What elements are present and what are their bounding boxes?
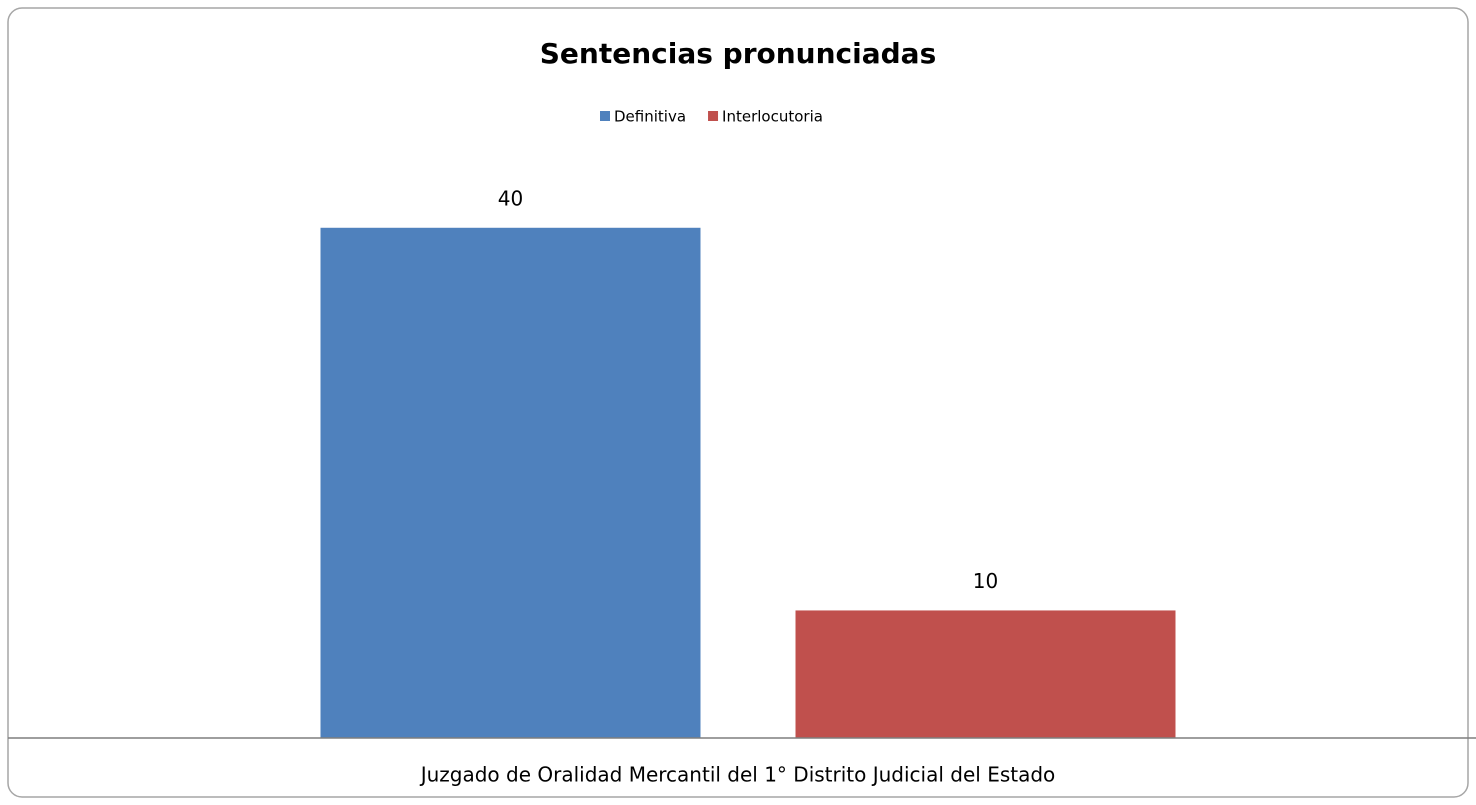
chart-title: Sentencias pronunciadas (540, 37, 936, 70)
legend-label: Definitiva (614, 108, 686, 126)
legend-swatch (600, 111, 610, 121)
data-label: 40 (498, 186, 523, 210)
chart-frame (7, 7, 1469, 798)
data-label: 10 (973, 569, 998, 593)
bar (795, 610, 1176, 738)
x-tick-label: Juzgado de Oralidad Mercantil del 1° Dis… (419, 763, 1056, 787)
bar (320, 227, 701, 738)
legend-label: Interlocutoria (722, 108, 823, 126)
legend-swatch (708, 111, 719, 121)
